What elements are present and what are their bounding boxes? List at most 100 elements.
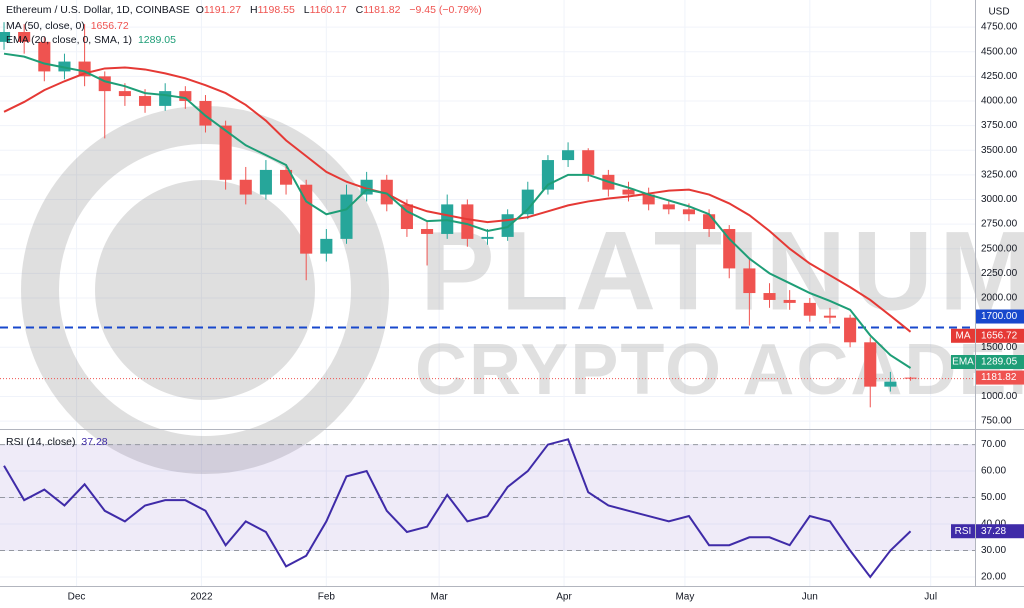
y-tick-label: 2500.00 [981, 243, 1018, 254]
y-tick-label: 30.00 [981, 545, 1006, 556]
x-tick-label: Jun [802, 592, 818, 603]
y-tick-label: 4750.00 [981, 22, 1018, 33]
candle-body [844, 317, 857, 343]
price-plot [0, 22, 975, 408]
y-tick-label: 50.00 [981, 492, 1006, 503]
indicator-value: 1289.05 [981, 357, 1018, 368]
candle-body [501, 214, 514, 237]
y-tick-label: 60.00 [981, 466, 1006, 477]
indicator-value: 37.28 [981, 526, 1006, 537]
legend-ma: MA (50, close, 0) 1656.72 [6, 20, 132, 32]
candle-body [118, 91, 131, 97]
legend-entry: EMA (20, close, 0, SMA, 1) [6, 34, 133, 46]
y-tick-label: 3250.00 [981, 169, 1018, 180]
candle-body [421, 229, 434, 234]
axes: Dec 2022 Feb Mar Apr May Jun Jul 750.00 1000.00 15… [68, 22, 1024, 603]
candle-body [219, 125, 232, 180]
ohlc-open: 1191.27 [203, 4, 242, 16]
x-tick-label: Apr [556, 592, 572, 603]
candle-body [743, 268, 756, 294]
indicator-tag-label: MA [956, 330, 971, 341]
legend-ema: EMA (20, close, 0, SMA, 1) 1289.05 [6, 34, 179, 46]
y-tick-label: 2750.00 [981, 219, 1018, 230]
watermark-text: CRYPTO ACADEMY [415, 330, 1024, 410]
indicator-value-box [976, 524, 1024, 539]
y-tick-label: 750.00 [981, 416, 1012, 427]
ohlc: C1181.82 [356, 4, 404, 16]
symbol-title: Ethereum / U.S. Dollar, 1D, COINBASE [6, 4, 190, 16]
candle-body [0, 32, 11, 42]
candle-body [320, 238, 333, 254]
indicator-value: 1656.72 [981, 330, 1018, 341]
legend-rsi: RSI (14, close) 37.28 [6, 436, 111, 448]
y-tick-label: 1500.00 [981, 342, 1018, 353]
y-tick-label: 70.00 [981, 439, 1006, 450]
y-axis-label: USD [988, 7, 1009, 18]
ohlc-close: 1181.82 [363, 4, 401, 16]
candle-body [723, 229, 736, 269]
candle-body [400, 204, 413, 230]
legend-entry: RSI (14, close) [6, 436, 76, 448]
y-tick-label: 20.00 [981, 572, 1006, 583]
candle-body [138, 96, 152, 106]
indicator-line [3, 66, 912, 333]
candle-body [340, 194, 353, 239]
x-tick-label: Dec [68, 592, 86, 603]
y-tick-label: 40.00 [981, 519, 1006, 530]
indicator-tag-label: EMA [952, 357, 974, 368]
x-tick-label: May [675, 592, 694, 603]
level-label: 1700.00 [981, 311, 1018, 322]
x-tick-label: Mar [431, 592, 449, 603]
candle-body [763, 293, 776, 300]
candle-body [622, 189, 635, 195]
price-label-box [976, 370, 1024, 385]
candle-body [682, 209, 695, 215]
y-tick-label: 3750.00 [981, 120, 1018, 131]
candle-body [259, 169, 272, 195]
indicator-tag [951, 328, 975, 343]
candle-body [199, 100, 212, 126]
ohlc-low: 1160.17 [309, 4, 347, 16]
x-tick-label: 2022 [190, 592, 213, 603]
candle-body [904, 377, 917, 379]
price-label: 1181.82 [981, 372, 1017, 383]
candle-body [783, 299, 796, 303]
ohlc: O1191.27 [196, 4, 244, 16]
indicator-value-box [976, 355, 1024, 370]
legend-value: 1289.05 [137, 34, 176, 46]
y-tick-label: 4250.00 [981, 71, 1018, 82]
rsi-line [3, 438, 912, 579]
indicator-tag [951, 355, 975, 370]
y-tick-label: 2250.00 [981, 268, 1018, 279]
candle-body [159, 91, 172, 106]
ohlc-prefix: L [303, 4, 310, 16]
candle-body [300, 184, 313, 254]
ohlc-prefix: O [195, 4, 204, 16]
candle-body [662, 204, 675, 210]
ohlc: L1160.17 [304, 4, 350, 16]
ohlc: H1198.55 [250, 4, 298, 16]
candle-body [864, 342, 877, 387]
x-tick-label: Feb [318, 592, 336, 603]
candle-body [803, 302, 816, 316]
indicator-value-box [976, 328, 1024, 343]
candle-body [380, 179, 393, 205]
legend-entry: MA (50, close, 0) [6, 20, 85, 32]
candle-body [18, 32, 31, 42]
level-label-box [976, 309, 1024, 324]
y-tick-label: 3000.00 [981, 194, 1018, 205]
candle-body [38, 41, 51, 72]
candle-body [280, 169, 293, 185]
y-tick-label: 3500.00 [981, 145, 1018, 156]
rsi-plot [0, 438, 975, 579]
price-change: −9.45 (−0.79%) [409, 4, 482, 16]
ohlc-high: 1198.55 [257, 4, 295, 16]
indicator-line [3, 52, 912, 369]
y-tick-label: 1000.00 [981, 391, 1018, 402]
candle-body [179, 91, 192, 101]
candle-body [461, 204, 474, 239]
ohlc-prefix: C [355, 4, 364, 16]
candle-body [884, 381, 897, 387]
